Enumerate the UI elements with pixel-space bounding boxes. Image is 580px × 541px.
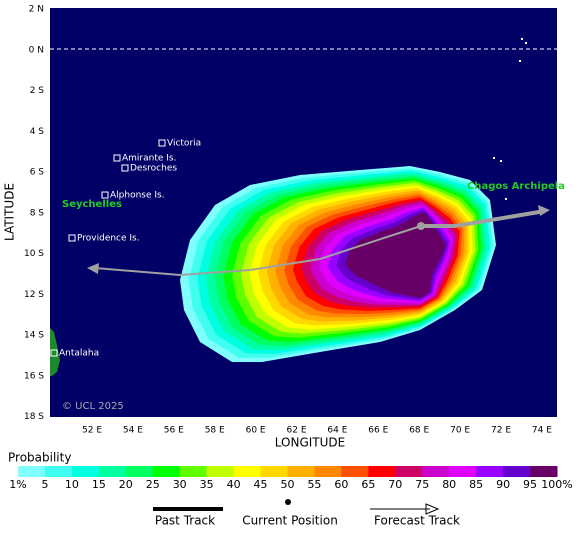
place-marker — [158, 139, 166, 147]
lon-label: 68 E — [409, 426, 429, 436]
past-track-arrow — [538, 205, 550, 216]
place-marker — [68, 234, 76, 242]
legend-title: Probability — [8, 451, 71, 465]
region-label: Seychelles — [62, 199, 122, 210]
legend-swatch — [71, 466, 100, 477]
lon-label: 60 E — [246, 426, 266, 436]
legend-label: 35 — [200, 478, 214, 491]
current-position — [417, 222, 425, 230]
place-label: Antalaha — [59, 349, 99, 359]
legend-label: 15 — [92, 478, 106, 491]
legend-label: 1% — [9, 478, 26, 491]
place-label: Alphonse Is. — [110, 191, 165, 201]
forecast-track — [94, 225, 422, 277]
lat-label: 0 N — [29, 45, 44, 55]
track-key-label: Current Position — [242, 514, 338, 528]
lat-label: 14 S — [24, 331, 44, 341]
legend-swatch — [476, 466, 504, 477]
legend-swatch — [206, 466, 235, 477]
legend-label: 30 — [173, 478, 187, 491]
legend-label: 90 — [496, 478, 510, 491]
lon-label: 72 E — [491, 426, 511, 436]
lon-label: 58 E — [205, 426, 225, 436]
track-key-label: Past Track — [155, 514, 215, 528]
chagos-islands — [493, 38, 527, 200]
legend-swatch — [233, 466, 262, 477]
past-track — [421, 209, 546, 228]
legend-label: 85 — [469, 478, 483, 491]
lat-label: 16 S — [24, 371, 44, 381]
legend-label: 50 — [281, 478, 295, 491]
place-marker — [50, 349, 58, 357]
madagascar — [50, 328, 60, 376]
lon-label: 64 E — [327, 426, 347, 436]
legend-swatch — [152, 466, 181, 477]
forecast-track-arrow — [87, 263, 99, 274]
lat-label: 10 S — [24, 249, 44, 259]
lon-label: 70 E — [450, 426, 470, 436]
legend-label: 80 — [442, 478, 456, 491]
legend-label: 20 — [119, 478, 133, 491]
place-label: Providence Is. — [77, 234, 140, 244]
lat-label: 18 S — [24, 412, 44, 422]
place-marker — [101, 191, 109, 199]
legend-swatch — [530, 466, 558, 477]
legend-swatch — [503, 466, 531, 477]
copyright: © UCL 2025 — [62, 401, 124, 412]
legend-label: 65 — [361, 478, 375, 491]
place-label: Amirante Is. — [122, 154, 176, 164]
y-axis-title: LATITUDE — [3, 183, 17, 241]
legend-label: 70 — [388, 478, 402, 491]
legend-swatch — [314, 466, 342, 477]
legend-label: 40 — [227, 478, 241, 491]
place-label: Victoria — [167, 139, 201, 149]
legend-swatch — [18, 466, 46, 477]
legend-swatch — [179, 466, 208, 477]
x-axis-title: LONGITUDE — [275, 436, 345, 450]
lon-label: 74 E — [532, 426, 552, 436]
track-key-label: Forecast Track — [374, 514, 460, 528]
legend-label: 10 — [65, 478, 79, 491]
place-marker — [121, 164, 129, 172]
lat-label: 8 S — [30, 208, 45, 218]
legend-swatch — [44, 466, 73, 477]
legend-swatch — [260, 466, 288, 477]
lon-label: 62 E — [287, 426, 307, 436]
lat-label: 6 S — [30, 168, 45, 178]
legend-label: 5 — [41, 478, 48, 491]
lon-label: 66 E — [368, 426, 388, 436]
lat-label: 2 S — [30, 86, 45, 96]
probability-field — [180, 166, 496, 362]
legend-label: 55 — [307, 478, 321, 491]
legend-label: 95 — [523, 478, 537, 491]
lat-label: 12 S — [24, 290, 44, 300]
legend-label: 25 — [146, 478, 160, 491]
legend-swatch — [422, 466, 450, 477]
lat-label: 2 N — [29, 5, 44, 15]
legend-swatch — [449, 466, 477, 477]
legend-swatch — [395, 466, 423, 477]
legend-label: 45 — [254, 478, 268, 491]
legend-swatch — [287, 466, 315, 477]
legend-swatch — [125, 466, 154, 477]
region-label: Chagos Archipela — [467, 181, 565, 192]
lon-label: 56 E — [164, 426, 184, 436]
legend-swatch — [341, 466, 369, 477]
place-label: Desroches — [130, 164, 177, 174]
legend-label: 100% — [541, 478, 572, 491]
current-position-key — [285, 499, 291, 505]
legend-swatch — [98, 466, 127, 477]
legend-label: 75 — [415, 478, 429, 491]
lon-label: 54 E — [123, 426, 143, 436]
lat-label: 4 S — [30, 127, 45, 137]
legend-label: 60 — [334, 478, 348, 491]
place-marker — [113, 154, 121, 162]
legend-swatch — [368, 466, 396, 477]
forecast-track-key-arrow — [425, 503, 440, 515]
probability-band — [345, 212, 446, 298]
lon-label: 52 E — [82, 426, 102, 436]
